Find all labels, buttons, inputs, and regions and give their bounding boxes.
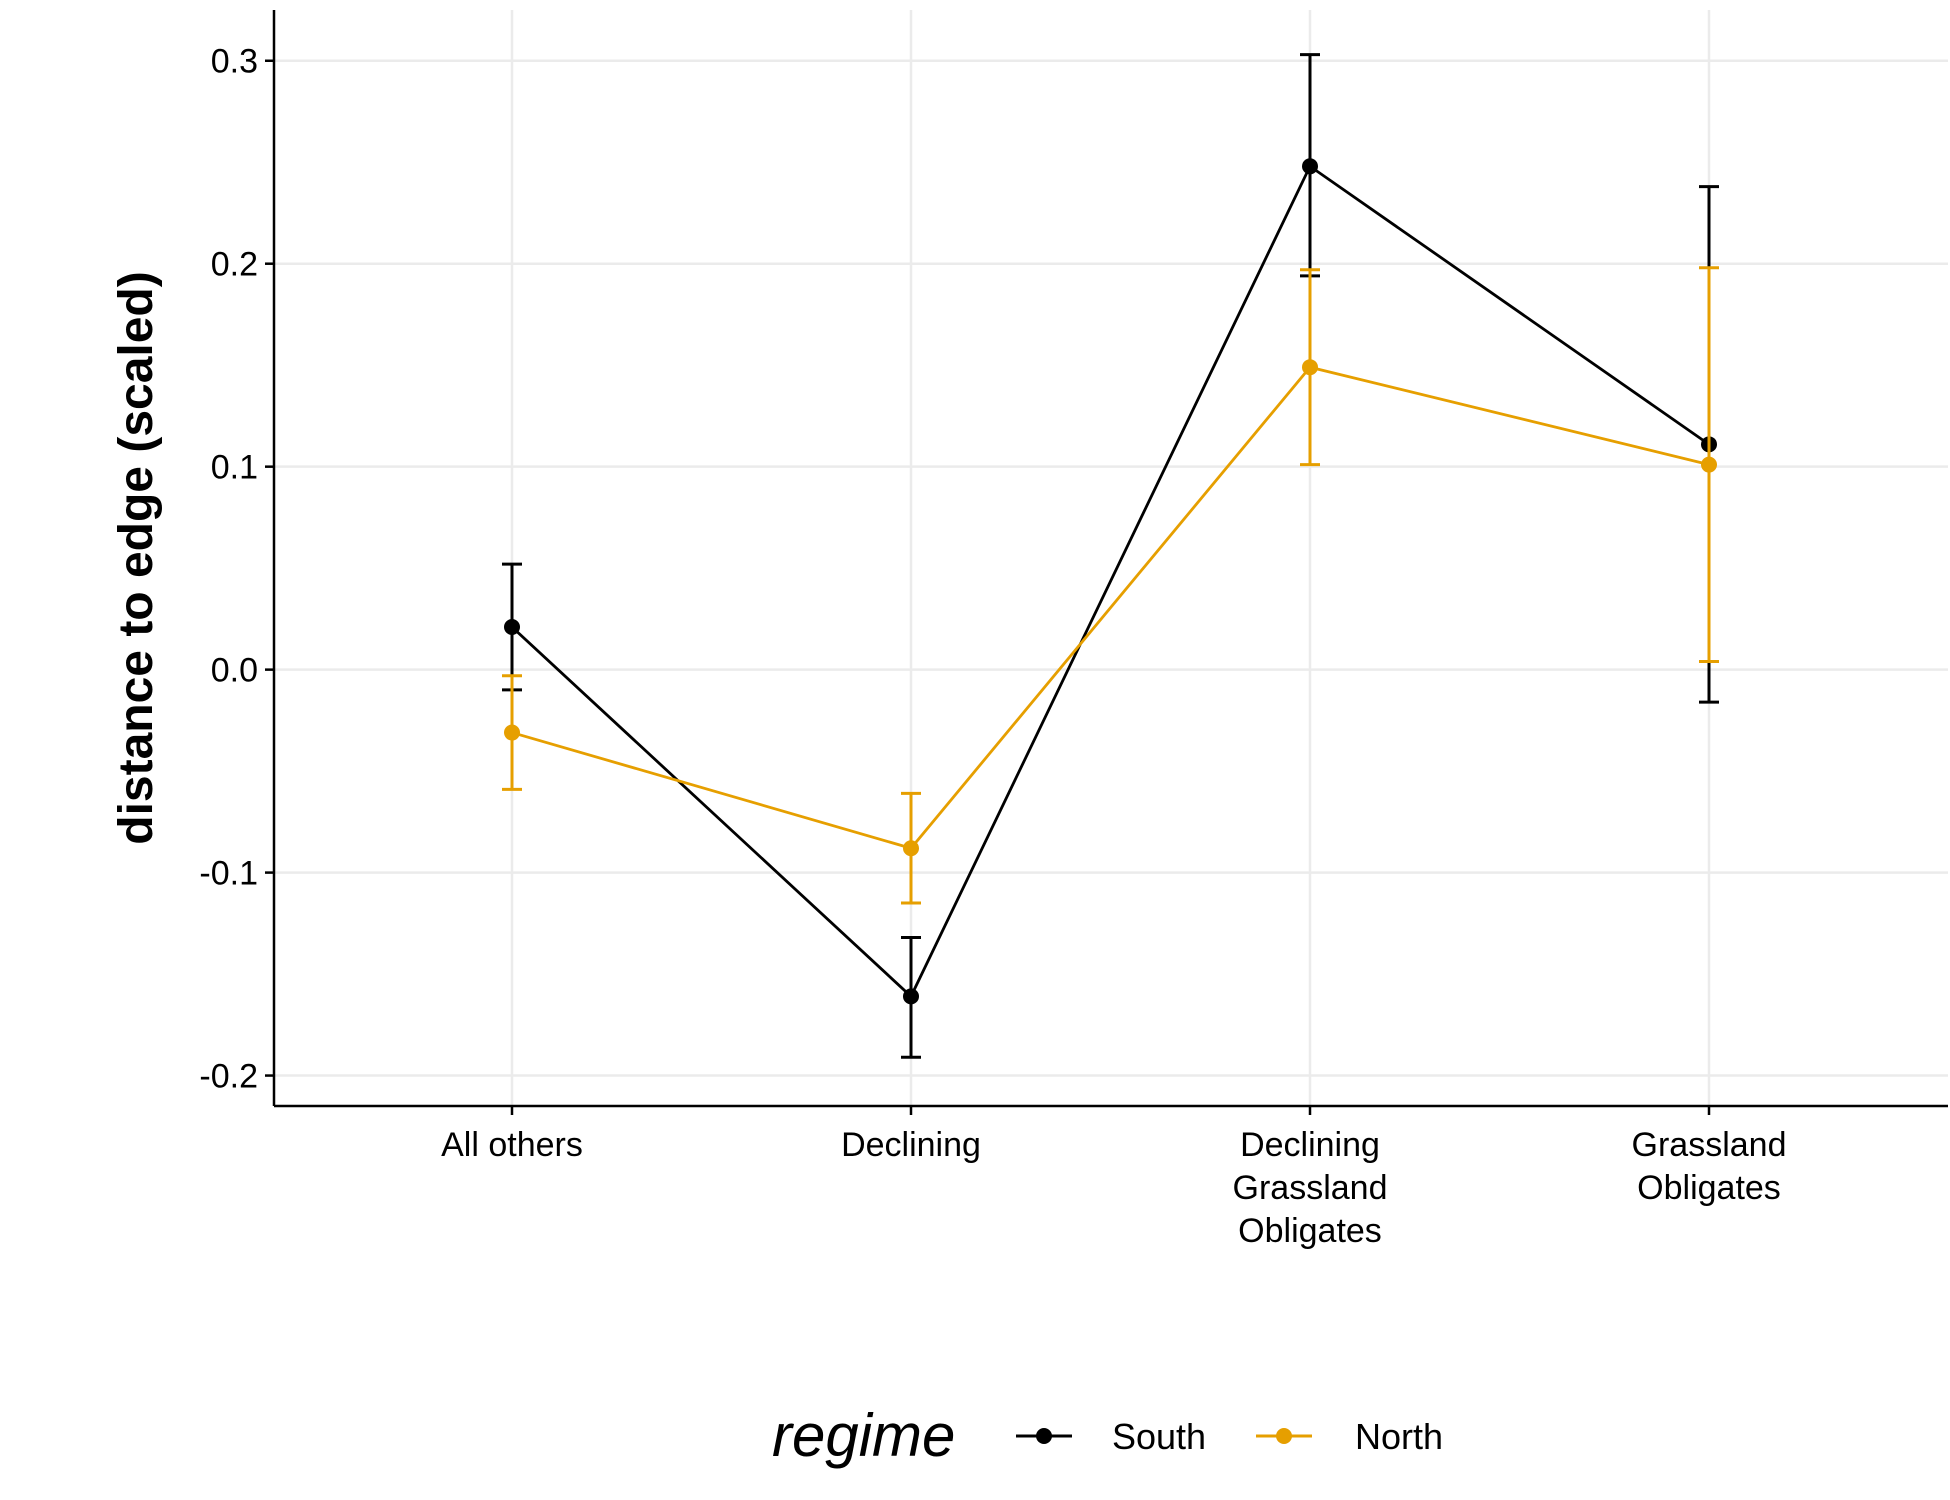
legend-key-point	[1036, 1428, 1052, 1444]
data-point	[504, 619, 520, 636]
data-point	[1302, 158, 1318, 175]
series-south	[502, 53, 1719, 1059]
y-tick-label: -0.2	[199, 1058, 258, 1096]
legend-item-south: South	[1016, 1416, 1206, 1457]
series-line	[511, 365, 1710, 850]
y-tick-label: 0.1	[211, 449, 258, 487]
series-north	[502, 266, 1719, 905]
legend-label: North	[1355, 1416, 1443, 1457]
y-tick-label: -0.1	[199, 855, 258, 893]
y-tick-label: 0.3	[211, 43, 258, 81]
legend-item-north: North	[1256, 1416, 1443, 1457]
x-tick-label: Declining	[841, 1126, 981, 1164]
data-point	[903, 988, 919, 1005]
legend-key-point	[1276, 1428, 1292, 1444]
series-layer	[502, 53, 1719, 1059]
legend-label: South	[1112, 1416, 1206, 1457]
x-tick-label: Declining Grassland Obligates	[1233, 1126, 1388, 1250]
series-line	[511, 164, 1710, 999]
axes: -0.2 -0.1 0.0 0.1 0.2 0.3 All others Declining D…	[199, 10, 1948, 1250]
y-tick-label: 0.0	[211, 652, 258, 690]
x-tick-label: Grassland Obligates	[1632, 1126, 1787, 1207]
data-point	[1302, 359, 1318, 376]
legend-title: regime	[772, 1402, 955, 1469]
y-tick-label: 0.2	[211, 246, 258, 284]
data-point	[903, 840, 919, 857]
legend: regime South North	[772, 1402, 1443, 1469]
x-tick-label: All others	[441, 1126, 583, 1164]
data-point	[1701, 456, 1717, 473]
y-axis-label: distance to edge (scaled)	[110, 271, 163, 845]
grid	[274, 10, 1948, 1106]
data-point	[504, 724, 520, 741]
